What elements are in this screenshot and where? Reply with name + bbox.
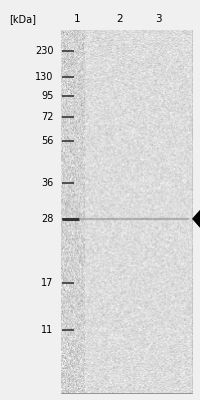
Text: 130: 130 [35, 72, 53, 82]
Text: 2: 2 [116, 14, 122, 24]
Text: 95: 95 [41, 91, 53, 101]
Text: 36: 36 [41, 178, 53, 188]
Text: 17: 17 [41, 278, 53, 288]
Text: 11: 11 [41, 325, 53, 335]
Text: 230: 230 [35, 46, 53, 56]
Bar [61, 30, 191, 393]
Text: 1: 1 [74, 14, 80, 24]
Text: [kDa]: [kDa] [10, 14, 36, 24]
Text: 28: 28 [41, 214, 53, 224]
Polygon shape [192, 209, 200, 229]
Text: 3: 3 [155, 14, 161, 24]
Text: 72: 72 [41, 112, 53, 122]
Text: 56: 56 [41, 136, 53, 146]
